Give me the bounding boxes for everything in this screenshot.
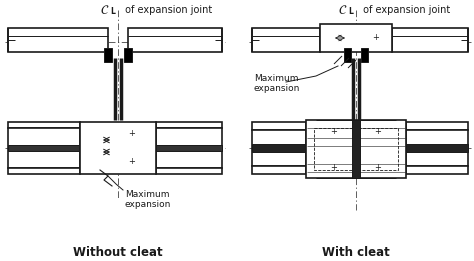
Bar bbox=[320, 24, 392, 52]
Bar bbox=[8, 122, 80, 128]
Bar bbox=[80, 122, 156, 174]
Bar bbox=[8, 128, 80, 168]
Text: L: L bbox=[348, 7, 353, 16]
Bar bbox=[156, 128, 222, 168]
Bar bbox=[406, 130, 468, 166]
Bar bbox=[156, 168, 222, 174]
Bar bbox=[252, 144, 306, 152]
Bar bbox=[156, 122, 222, 128]
Bar bbox=[156, 145, 222, 151]
Text: +: + bbox=[373, 33, 380, 43]
Bar bbox=[124, 48, 132, 62]
Text: With cleat: With cleat bbox=[322, 246, 390, 258]
Bar bbox=[306, 120, 406, 178]
Bar bbox=[128, 28, 222, 52]
Bar bbox=[314, 128, 398, 170]
Bar bbox=[252, 130, 306, 166]
Text: $\mathcal{C}$: $\mathcal{C}$ bbox=[338, 3, 347, 16]
Bar bbox=[406, 166, 468, 174]
Bar bbox=[8, 168, 80, 174]
Bar bbox=[252, 166, 306, 174]
Bar bbox=[8, 145, 80, 151]
Text: +: + bbox=[128, 157, 136, 167]
Text: Maximum
expansion: Maximum expansion bbox=[254, 74, 301, 93]
Text: $\mathcal{C}$: $\mathcal{C}$ bbox=[100, 3, 109, 16]
Bar bbox=[252, 28, 320, 52]
Text: +: + bbox=[374, 128, 382, 137]
Bar bbox=[392, 28, 468, 52]
Text: +: + bbox=[330, 128, 337, 137]
Text: Maximum
expansion: Maximum expansion bbox=[125, 190, 172, 209]
Bar bbox=[252, 122, 306, 130]
Bar bbox=[344, 48, 351, 62]
Text: +: + bbox=[374, 163, 382, 173]
Bar bbox=[406, 144, 468, 152]
Text: +: + bbox=[330, 163, 337, 173]
Bar bbox=[352, 120, 360, 178]
Bar bbox=[104, 48, 112, 62]
Bar bbox=[361, 48, 368, 62]
Text: of expansion joint: of expansion joint bbox=[360, 5, 450, 15]
Text: +: + bbox=[128, 129, 136, 139]
Text: of expansion joint: of expansion joint bbox=[122, 5, 212, 15]
Bar bbox=[406, 122, 468, 130]
Text: L: L bbox=[110, 7, 115, 16]
Bar bbox=[8, 28, 108, 52]
Text: Without cleat: Without cleat bbox=[73, 246, 163, 258]
